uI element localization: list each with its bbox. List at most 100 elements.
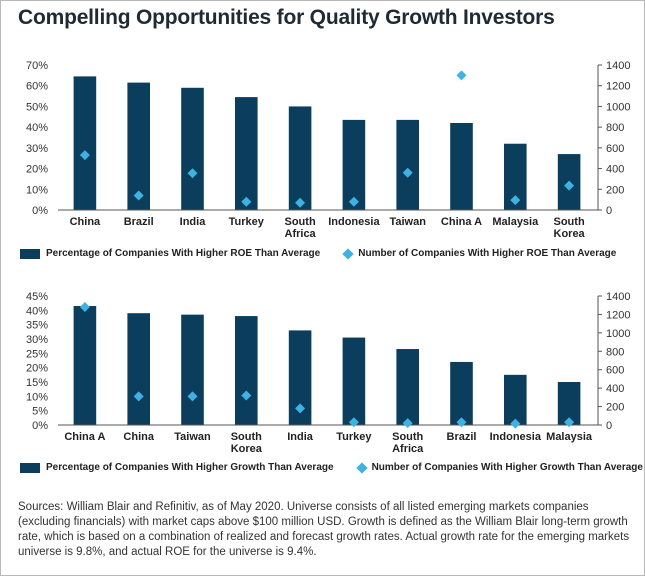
- category-label: South Korea: [231, 431, 263, 455]
- right-axis-tick-label: 0: [606, 420, 612, 432]
- right-axis-tick-label: 1400: [606, 60, 630, 72]
- legend-diamond-label: Number of Companies With Higher ROE Than…: [358, 248, 617, 259]
- left-axis-tick-label: 20%: [26, 363, 48, 375]
- diamond-marker: [564, 417, 575, 428]
- bar: [235, 97, 258, 210]
- right-axis-tick-label: 400: [606, 164, 624, 176]
- diamond-marker: [79, 302, 90, 313]
- bar: [342, 119, 366, 210]
- left-axis-tick-label: 25%: [26, 348, 48, 360]
- right-axis-tick-label: 200: [606, 184, 624, 196]
- category-label: Indonesia: [490, 431, 542, 443]
- bar: [235, 316, 258, 425]
- diamond-marker: [402, 167, 413, 178]
- left-axis-tick-label: 40%: [26, 122, 48, 134]
- left-axis-tick-label: 10%: [26, 391, 48, 403]
- category-label: India: [180, 216, 207, 228]
- bar: [342, 337, 366, 425]
- category-label: Malaysia: [546, 431, 593, 443]
- roe-chart: 0% 10% 20% 30% 40% 50% 60% 70% 0 200 400 600 800 1000…: [26, 60, 631, 240]
- category-label: China A: [441, 216, 482, 228]
- category-label: Taiwan: [389, 216, 426, 228]
- legend-bar-label: Percentage of Companies With Higher ROE …: [46, 248, 321, 259]
- category-label: Taiwan: [174, 431, 211, 443]
- diamond-marker: [510, 418, 521, 429]
- bar: [396, 349, 419, 425]
- left-axis-tick-label: 10%: [26, 184, 48, 196]
- bar: [288, 106, 312, 210]
- diamond-marker: [564, 180, 575, 191]
- bar: [127, 82, 150, 210]
- category-label: Brazil: [447, 431, 477, 443]
- category-label: India: [287, 431, 314, 443]
- legend-bar-swatch: [20, 248, 40, 259]
- diamond-marker: [456, 70, 467, 81]
- legend-bar-swatch: [20, 462, 40, 473]
- sources-note: Sources: William Blair and Refinitiv, as…: [18, 501, 630, 558]
- category-label: Turkey: [336, 431, 372, 443]
- diamond-marker: [510, 195, 521, 206]
- bar: [288, 330, 312, 425]
- diamond-marker: [295, 197, 306, 208]
- category-label: Turkey: [229, 216, 265, 228]
- left-axis-tick-label: 0%: [32, 205, 48, 217]
- right-axis-tick-label: 800: [606, 122, 624, 134]
- diamond-marker: [241, 390, 252, 401]
- left-axis-tick-label: 45%: [26, 291, 48, 303]
- right-axis-tick-label: 1000: [606, 328, 630, 340]
- left-axis-tick-label: 15%: [26, 377, 48, 389]
- bar: [396, 119, 419, 210]
- diamond-marker: [133, 190, 144, 201]
- left-axis-tick-label: 0%: [32, 420, 48, 432]
- category-label: China: [123, 431, 154, 443]
- right-axis-tick-label: 1000: [606, 101, 630, 113]
- growth-chart: 0% 5% 10% 15% 20% 25% 30% 35% 40% 45% 0 200 400 600 80…: [26, 291, 631, 455]
- legend-diamond-swatch: [342, 247, 354, 260]
- diamond-marker: [348, 417, 359, 428]
- roe-legend: Percentage of Companies With Higher ROE …: [20, 247, 617, 260]
- right-axis-tick-label: 200: [606, 402, 624, 414]
- left-axis-tick-label: 5%: [32, 406, 48, 418]
- bar: [181, 314, 204, 425]
- right-axis-tick-label: 1200: [606, 309, 630, 321]
- left-axis-tick-label: 35%: [26, 320, 48, 332]
- diamond-marker: [79, 150, 90, 161]
- growth-legend: Percentage of Companies With Higher Grow…: [20, 461, 643, 474]
- category-label: Malaysia: [492, 216, 539, 228]
- legend-bar-label: Percentage of Companies With Higher Grow…: [46, 462, 334, 473]
- diamond-marker: [402, 418, 413, 429]
- diamond-marker: [348, 196, 359, 207]
- left-axis-tick-label: 20%: [26, 164, 48, 176]
- diamond-marker: [187, 168, 198, 179]
- category-label: Indonesia: [328, 216, 380, 228]
- left-axis-tick-label: 70%: [26, 60, 48, 72]
- category-label: South Africa: [392, 431, 424, 455]
- right-axis-tick-label: 800: [606, 346, 624, 358]
- bar: [504, 374, 527, 425]
- right-axis-tick-label: 0: [606, 205, 612, 217]
- category-label: South Africa: [285, 216, 317, 240]
- bar: [73, 76, 97, 210]
- bar: [450, 361, 473, 425]
- bar: [557, 382, 581, 425]
- right-axis-tick-label: 1200: [606, 81, 630, 93]
- bar: [73, 306, 97, 425]
- diamond-marker: [456, 417, 467, 428]
- right-axis-tick-label: 1400: [606, 291, 630, 303]
- bar: [450, 123, 473, 210]
- left-axis-tick-label: 30%: [26, 143, 48, 155]
- category-label: Brazil: [124, 216, 154, 228]
- left-axis-tick-label: 30%: [26, 334, 48, 346]
- legend-diamond-swatch: [355, 461, 368, 474]
- right-axis-tick-label: 600: [606, 365, 624, 377]
- right-axis-tick-label: 400: [606, 383, 624, 395]
- diamond-marker: [241, 196, 252, 207]
- right-axis-tick-label: 600: [606, 143, 624, 155]
- figure-title: Compelling Opportunities for Quality Gro…: [18, 6, 555, 29]
- diamond-marker: [133, 391, 144, 402]
- category-label: South Korea: [554, 216, 586, 240]
- category-label: China: [70, 216, 101, 228]
- left-axis-tick-label: 50%: [26, 101, 48, 113]
- legend-diamond-label: Number of Companies With Higher Growth T…: [371, 462, 643, 473]
- bar: [504, 143, 527, 210]
